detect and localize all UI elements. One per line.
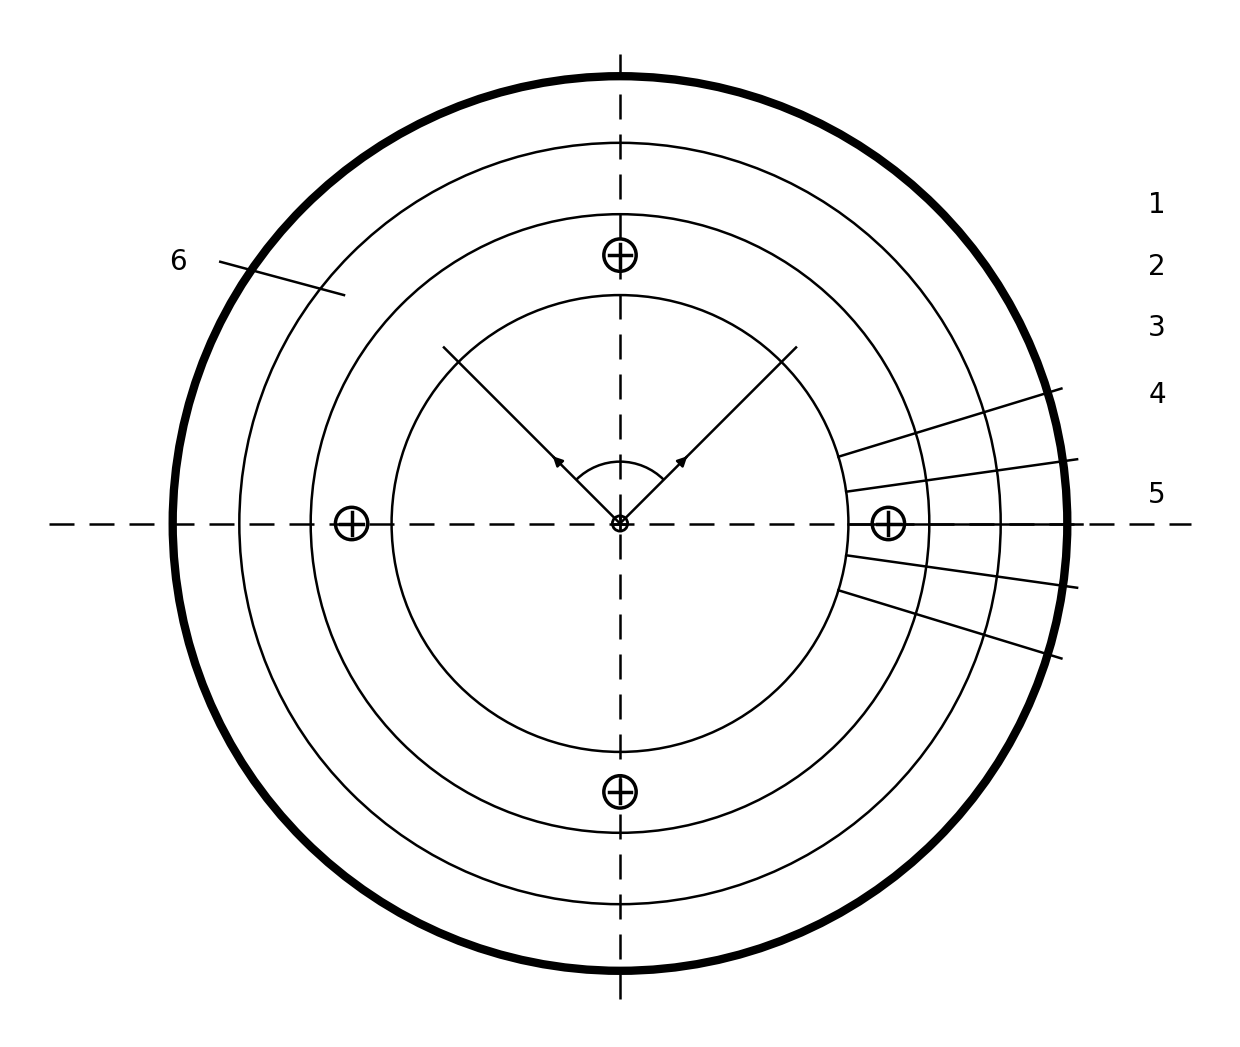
- Text: 5: 5: [1148, 481, 1166, 509]
- Text: 3: 3: [1148, 314, 1166, 342]
- Text: 4: 4: [1148, 381, 1166, 409]
- Text: 6: 6: [170, 248, 187, 275]
- Text: 2: 2: [1148, 252, 1166, 281]
- Text: 1: 1: [1148, 191, 1166, 219]
